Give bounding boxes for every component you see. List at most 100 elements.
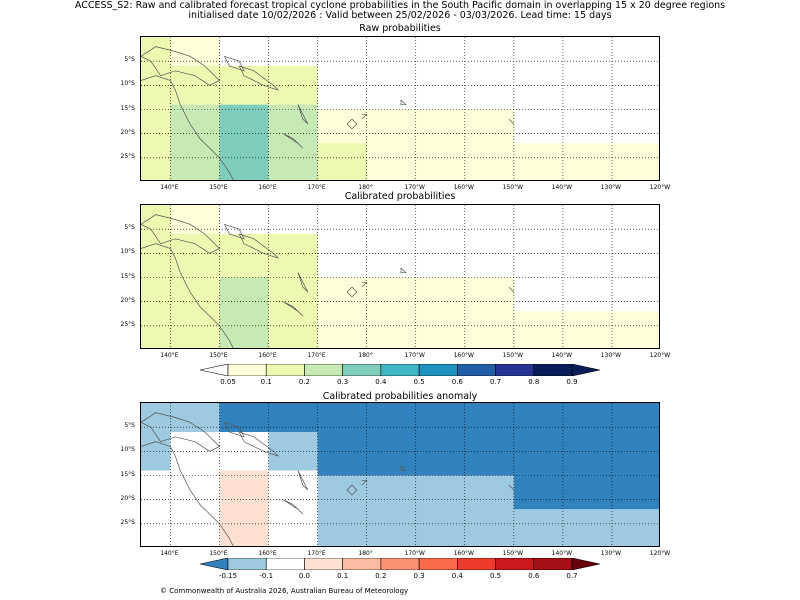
figure-title-line1: ACCESS_S2: Raw and calibrated forecast t… (74, 0, 726, 11)
colorbar-swatch (342, 364, 382, 376)
colorbar-swatch (304, 364, 343, 376)
calibrated-region-cell (170, 234, 318, 278)
calibrated-region-cell (170, 205, 220, 234)
colorbar-swatch (457, 558, 496, 570)
longitude-tick-label: 120°W (649, 550, 671, 557)
longitude-tick-label: 170°W (404, 352, 425, 359)
colorbar-swatch (265, 558, 305, 570)
longitude-tick-label: 160°E (258, 184, 277, 191)
longitude-tick-label: 140°W (551, 352, 573, 359)
raw-region-cell (170, 104, 220, 180)
raw-region-cell (170, 66, 318, 105)
anomaly-colorbar (200, 558, 600, 570)
coastline (224, 422, 245, 438)
latitude-tick-label: 15°S (120, 470, 135, 478)
longitude-tick-label: 170°E (307, 352, 326, 359)
colorbar-swatch (457, 364, 496, 376)
longitude-tick-label: 140°E (160, 352, 179, 359)
anomaly-region-cell (513, 475, 659, 510)
colorbar-tick-label: 0.7 (489, 378, 502, 386)
copyright-notice: © Commonwealth of Australia 2026, Austra… (160, 587, 409, 595)
calibrated-region-cell (513, 311, 659, 348)
colorbar-swatch (418, 558, 458, 570)
colorbar-swatch (495, 364, 535, 376)
latitude-tick-label: 5°S (124, 422, 135, 430)
panel-title-raw: Raw probabilities (359, 23, 441, 34)
coastline (400, 465, 407, 472)
longitude-tick-label: 180° (358, 550, 373, 557)
colorbar-tick-label: 0.3 (413, 572, 425, 580)
latitude-tick-label: 15°S (120, 104, 135, 112)
coastline (141, 441, 234, 546)
colorbar-over-triangle (571, 364, 600, 376)
latitude-tick-label: 20°S (120, 128, 135, 136)
colorbar-under-triangle (200, 558, 229, 570)
colorbar-tick-label: 0.8 (528, 378, 540, 386)
anomaly-map-svg (141, 403, 659, 546)
map-panel-anomaly (140, 402, 660, 547)
colorbar-tick-label: 0.1 (260, 378, 272, 386)
map-panel-raw (140, 36, 660, 181)
coastline (361, 113, 368, 120)
anomaly-region-cell (219, 403, 659, 432)
panel-title-calibrated: Calibrated probabilities (344, 191, 456, 202)
latitude-tick-label: 10°S (120, 80, 135, 88)
longitude-tick-label: 150°E (209, 550, 228, 557)
coastline (361, 479, 368, 486)
latitude-tick-label: 5°S (124, 224, 135, 232)
probability-colorbar (200, 364, 600, 376)
calibrated-region-cell (219, 277, 269, 348)
coastline (238, 431, 279, 457)
longitude-tick-label: 160°W (453, 550, 474, 557)
raw-region-cell (268, 104, 318, 180)
colorbar-tick-label: 0.2 (375, 572, 387, 580)
colorbar-tick-label: 0.5 (489, 572, 502, 580)
figure-title-line2: initialised date 10/02/2026 : Valid betw… (188, 10, 612, 21)
longitude-tick-label: 150°E (209, 184, 228, 191)
coastline (238, 233, 279, 259)
longitude-tick-label: 180° (358, 184, 373, 191)
colorbar-tick-label: 0.1 (337, 572, 349, 580)
colorbar-tick-label: 0.4 (451, 572, 463, 580)
colorbar-swatch (380, 558, 420, 570)
anomaly-region-cell (219, 470, 269, 546)
longitude-tick-label: 120°W (649, 352, 671, 359)
anomaly-region-cell (268, 432, 318, 471)
raw-map-svg (141, 37, 659, 180)
latitude-tick-label: 10°S (120, 248, 135, 256)
coastline (141, 243, 234, 348)
colorbar-swatch (227, 364, 267, 376)
coastline (141, 46, 221, 86)
longitude-tick-label: 170°E (307, 550, 326, 557)
raw-region-cell (170, 37, 220, 66)
longitude-tick-label: 180° (358, 352, 373, 359)
colorbar-tick-label: 0.2 (298, 378, 310, 386)
coastline (508, 286, 515, 293)
colorbar-tick-label: 0.3 (337, 378, 349, 386)
longitude-tick-label: 140°E (160, 550, 179, 557)
longitude-tick-label: 140°E (160, 184, 179, 191)
colorbar-swatch (418, 364, 458, 376)
latitude-tick-label: 20°S (120, 296, 135, 304)
longitude-tick-label: 160°W (453, 184, 474, 191)
coastline (297, 104, 309, 125)
longitude-tick-label: 130°W (600, 550, 622, 557)
colorbar-tick-label: -0.15 (218, 572, 238, 580)
raw-region-cell (219, 104, 269, 180)
coastline (400, 99, 407, 106)
calibrated-region-cell (170, 277, 220, 348)
coastline (224, 224, 245, 240)
longitude-tick-label: 140°W (551, 550, 573, 557)
colorbar-under-triangle (200, 364, 229, 376)
coastline (224, 56, 245, 72)
coastline (346, 484, 358, 496)
calibrated-region-cell (268, 277, 318, 348)
colorbar-swatch (533, 364, 573, 376)
longitude-tick-label: 130°W (600, 352, 622, 359)
anomaly-region-cell (141, 470, 220, 546)
latitude-tick-label: 20°S (120, 494, 135, 502)
longitude-tick-label: 170°E (307, 184, 326, 191)
colorbar-over-triangle (571, 558, 600, 570)
panel-title-anomaly: Calibrated probabilities anomaly (322, 391, 478, 402)
coastline (238, 65, 279, 91)
